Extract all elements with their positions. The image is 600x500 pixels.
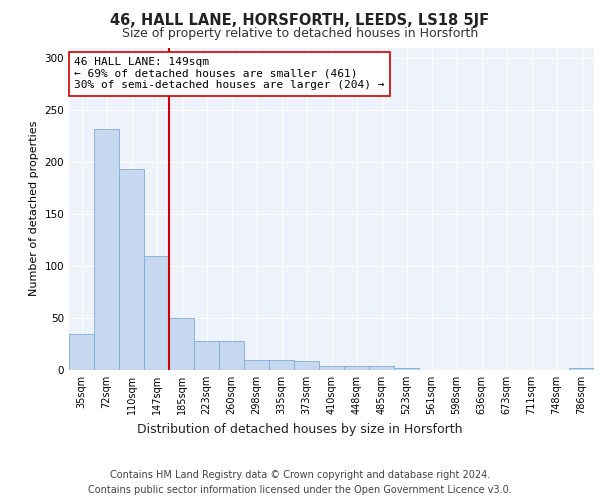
Text: 46, HALL LANE, HORSFORTH, LEEDS, LS18 5JF: 46, HALL LANE, HORSFORTH, LEEDS, LS18 5J… bbox=[110, 12, 490, 28]
Bar bbox=[294, 360, 319, 370]
Bar bbox=[194, 341, 219, 370]
Bar bbox=[119, 169, 144, 370]
Text: Distribution of detached houses by size in Horsforth: Distribution of detached houses by size … bbox=[137, 422, 463, 436]
Text: Contains HM Land Registry data © Crown copyright and database right 2024.: Contains HM Land Registry data © Crown c… bbox=[110, 470, 490, 480]
Bar bbox=[144, 256, 169, 370]
Bar bbox=[369, 366, 394, 370]
Y-axis label: Number of detached properties: Number of detached properties bbox=[29, 121, 39, 296]
Bar bbox=[169, 318, 194, 370]
Bar bbox=[94, 128, 119, 370]
Bar bbox=[319, 366, 344, 370]
Text: 46 HALL LANE: 149sqm
← 69% of detached houses are smaller (461)
30% of semi-deta: 46 HALL LANE: 149sqm ← 69% of detached h… bbox=[74, 57, 385, 90]
Bar bbox=[394, 368, 419, 370]
Bar bbox=[569, 368, 594, 370]
Bar bbox=[344, 366, 369, 370]
Bar bbox=[269, 360, 294, 370]
Text: Size of property relative to detached houses in Horsforth: Size of property relative to detached ho… bbox=[122, 28, 478, 40]
Bar bbox=[69, 334, 94, 370]
Bar bbox=[244, 360, 269, 370]
Text: Contains public sector information licensed under the Open Government Licence v3: Contains public sector information licen… bbox=[88, 485, 512, 495]
Bar bbox=[219, 341, 244, 370]
